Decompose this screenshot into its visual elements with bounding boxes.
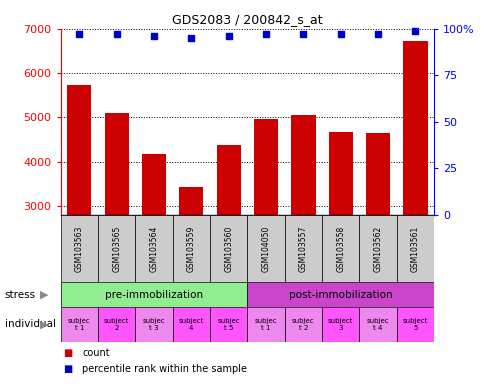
Bar: [135, 215, 172, 282]
Bar: [179, 187, 203, 215]
Text: ▶: ▶: [40, 319, 49, 329]
Text: subject
4: subject 4: [178, 318, 204, 331]
Point: [261, 31, 269, 38]
Bar: [359, 215, 396, 282]
Bar: [98, 215, 135, 282]
Text: subject
2: subject 2: [104, 318, 129, 331]
Text: subjec
t 1: subjec t 1: [254, 318, 277, 331]
Point: [224, 33, 232, 39]
Text: stress: stress: [5, 290, 36, 300]
Bar: [328, 132, 352, 215]
Text: individual: individual: [5, 319, 56, 329]
Bar: [402, 41, 427, 215]
Bar: [247, 307, 284, 342]
Point: [75, 31, 83, 38]
Text: ■: ■: [63, 364, 72, 374]
Text: ▶: ▶: [40, 290, 49, 300]
Bar: [359, 307, 396, 342]
Text: GSM103561: GSM103561: [410, 225, 419, 272]
Bar: [172, 215, 210, 282]
Text: GSM103564: GSM103564: [149, 225, 158, 272]
Bar: [60, 215, 98, 282]
Point: [373, 31, 381, 38]
Bar: [135, 307, 172, 342]
Point: [299, 31, 306, 38]
Bar: [172, 307, 210, 342]
Bar: [247, 282, 433, 307]
Point: [336, 31, 344, 38]
Bar: [290, 115, 315, 215]
Bar: [67, 85, 91, 215]
Text: GSM103562: GSM103562: [373, 225, 382, 272]
Text: subjec
t 1: subjec t 1: [68, 318, 91, 331]
Point: [187, 35, 195, 41]
Text: GSM103559: GSM103559: [186, 225, 196, 272]
Point: [410, 28, 418, 34]
Bar: [253, 119, 278, 215]
Bar: [365, 134, 390, 215]
Bar: [247, 215, 284, 282]
Text: subject
3: subject 3: [327, 318, 353, 331]
Point: [112, 31, 120, 38]
Text: count: count: [82, 348, 110, 358]
Text: pre-immobilization: pre-immobilization: [105, 290, 203, 300]
Text: GSM103563: GSM103563: [75, 225, 84, 272]
Bar: [396, 215, 433, 282]
Bar: [60, 282, 247, 307]
Text: post-immobilization: post-immobilization: [288, 290, 392, 300]
Text: subjec
t 2: subjec t 2: [291, 318, 314, 331]
Text: GSM103565: GSM103565: [112, 225, 121, 272]
Text: subject
5: subject 5: [402, 318, 427, 331]
Bar: [321, 307, 359, 342]
Point: [150, 33, 157, 39]
Title: GDS2083 / 200842_s_at: GDS2083 / 200842_s_at: [172, 13, 322, 26]
Text: subjec
t 5: subjec t 5: [217, 318, 240, 331]
Text: ■: ■: [63, 348, 72, 358]
Bar: [216, 146, 241, 215]
Bar: [396, 307, 433, 342]
Text: GSM103558: GSM103558: [335, 225, 345, 272]
Bar: [210, 215, 247, 282]
Text: GSM104050: GSM104050: [261, 225, 270, 272]
Text: subjec
t 4: subjec t 4: [366, 318, 389, 331]
Text: percentile rank within the sample: percentile rank within the sample: [82, 364, 247, 374]
Bar: [98, 307, 135, 342]
Bar: [104, 113, 129, 215]
Bar: [210, 307, 247, 342]
Text: subjec
t 3: subjec t 3: [142, 318, 165, 331]
Text: GSM103560: GSM103560: [224, 225, 233, 272]
Text: GSM103557: GSM103557: [298, 225, 307, 272]
Bar: [60, 307, 98, 342]
Bar: [284, 307, 321, 342]
Bar: [141, 154, 166, 215]
Bar: [321, 215, 359, 282]
Bar: [284, 215, 321, 282]
